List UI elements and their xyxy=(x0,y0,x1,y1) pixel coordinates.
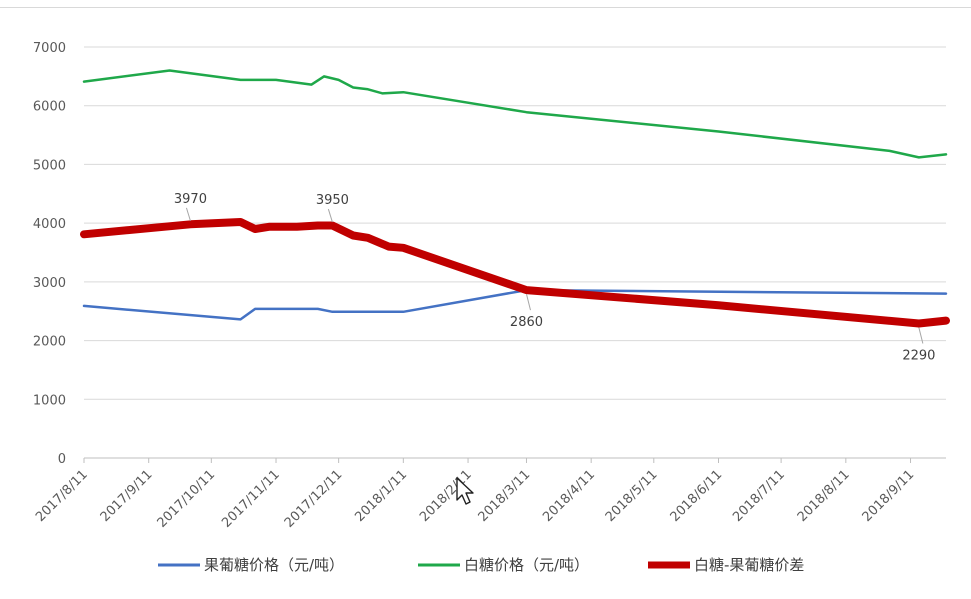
y-tick-label: 7000 xyxy=(33,41,66,56)
series-line-3 xyxy=(80,218,950,328)
y-tick-label: 4000 xyxy=(33,217,66,232)
x-tick-label: 2018/8/11 xyxy=(795,467,853,525)
x-tick-label: 2018/6/11 xyxy=(668,467,726,525)
x-tick-label: 2017/11/11 xyxy=(219,467,283,531)
x-tick-label: 2018/9/11 xyxy=(860,467,918,525)
series-line-2 xyxy=(82,69,948,159)
data-label: 3950 xyxy=(316,193,349,208)
data-label: 2860 xyxy=(510,315,543,330)
series-lines xyxy=(80,69,950,328)
y-tick-label: 1000 xyxy=(33,393,66,408)
x-tick-label: 2018/7/11 xyxy=(730,467,788,525)
x-tick-label: 2018/1/11 xyxy=(352,467,410,525)
x-tick-label: 2018/3/11 xyxy=(476,467,534,525)
x-tick-label: 2018/5/11 xyxy=(603,467,661,525)
y-tick-label: 6000 xyxy=(33,100,66,115)
x-tick-label: 2017/8/11 xyxy=(33,467,91,525)
x-tick-label: 2018/4/11 xyxy=(540,467,598,525)
data-label-leader xyxy=(185,207,191,222)
x-tick-label: 2017/10/11 xyxy=(155,467,219,531)
legend-label-2: 白糖价格（元/吨） xyxy=(464,556,589,574)
data-labels: 3970 3950 2860 2290 xyxy=(174,192,936,364)
data-label: 3970 xyxy=(174,192,207,207)
window-top-edge xyxy=(0,0,971,8)
legend-label-3: 白糖-果葡糖价差 xyxy=(694,556,804,574)
data-label: 2290 xyxy=(902,349,935,364)
x-tick-label: 2017/12/11 xyxy=(282,467,346,531)
gridlines xyxy=(84,46,946,459)
legend: 果葡糖价格（元/吨） 白糖价格（元/吨） 白糖-果葡糖价差 xyxy=(158,556,804,574)
data-label-leader xyxy=(525,293,531,311)
data-label-leader xyxy=(327,208,333,223)
mouse-pointer-icon xyxy=(456,477,474,505)
legend-label-1: 果葡糖价格（元/吨） xyxy=(204,556,344,574)
data-label-leader xyxy=(918,327,924,344)
x-tick-label: 2017/9/11 xyxy=(98,467,156,525)
y-tick-label: 2000 xyxy=(33,335,66,350)
y-axis-ticks: 0 1000 2000 3000 4000 5000 6000 7000 xyxy=(33,41,66,467)
y-tick-label: 0 xyxy=(58,452,66,467)
series-line-1 xyxy=(82,288,948,321)
y-tick-label: 3000 xyxy=(33,276,66,291)
y-tick-label: 5000 xyxy=(33,158,66,173)
